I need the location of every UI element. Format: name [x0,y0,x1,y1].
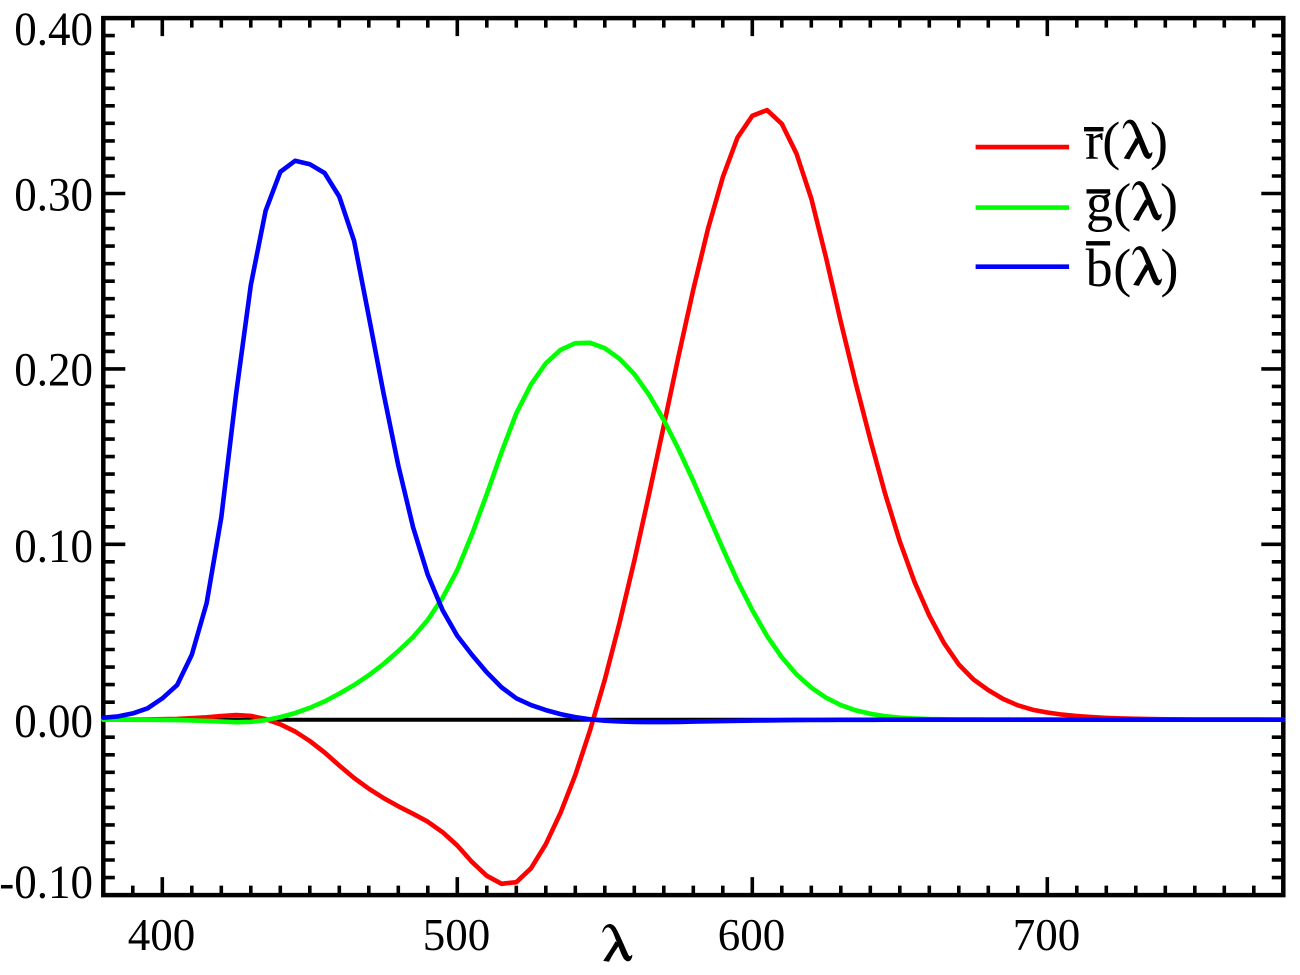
svg-text:g: g [1086,173,1113,233]
svg-text:(: ( [1113,238,1131,298]
svg-text:400: 400 [128,910,196,960]
svg-text:0.00: 0.00 [14,695,93,747]
svg-text:500: 500 [423,910,491,960]
svg-text:(: ( [1102,111,1120,171]
svg-text:(: ( [1113,173,1131,233]
svg-text:): ) [1150,111,1168,171]
svg-text:0.40: 0.40 [14,3,93,55]
svg-text:): ) [1161,238,1179,298]
svg-text:): ) [1160,173,1178,233]
svg-text:0.20: 0.20 [14,344,93,396]
svg-text:0.10: 0.10 [14,520,93,572]
svg-text:0.30: 0.30 [14,168,93,220]
svg-text:600: 600 [718,910,786,960]
svg-text:700: 700 [1013,910,1081,960]
svg-text:-0.10: -0.10 [0,856,93,908]
svg-text:b: b [1086,238,1113,298]
svg-text:r: r [1085,111,1103,171]
